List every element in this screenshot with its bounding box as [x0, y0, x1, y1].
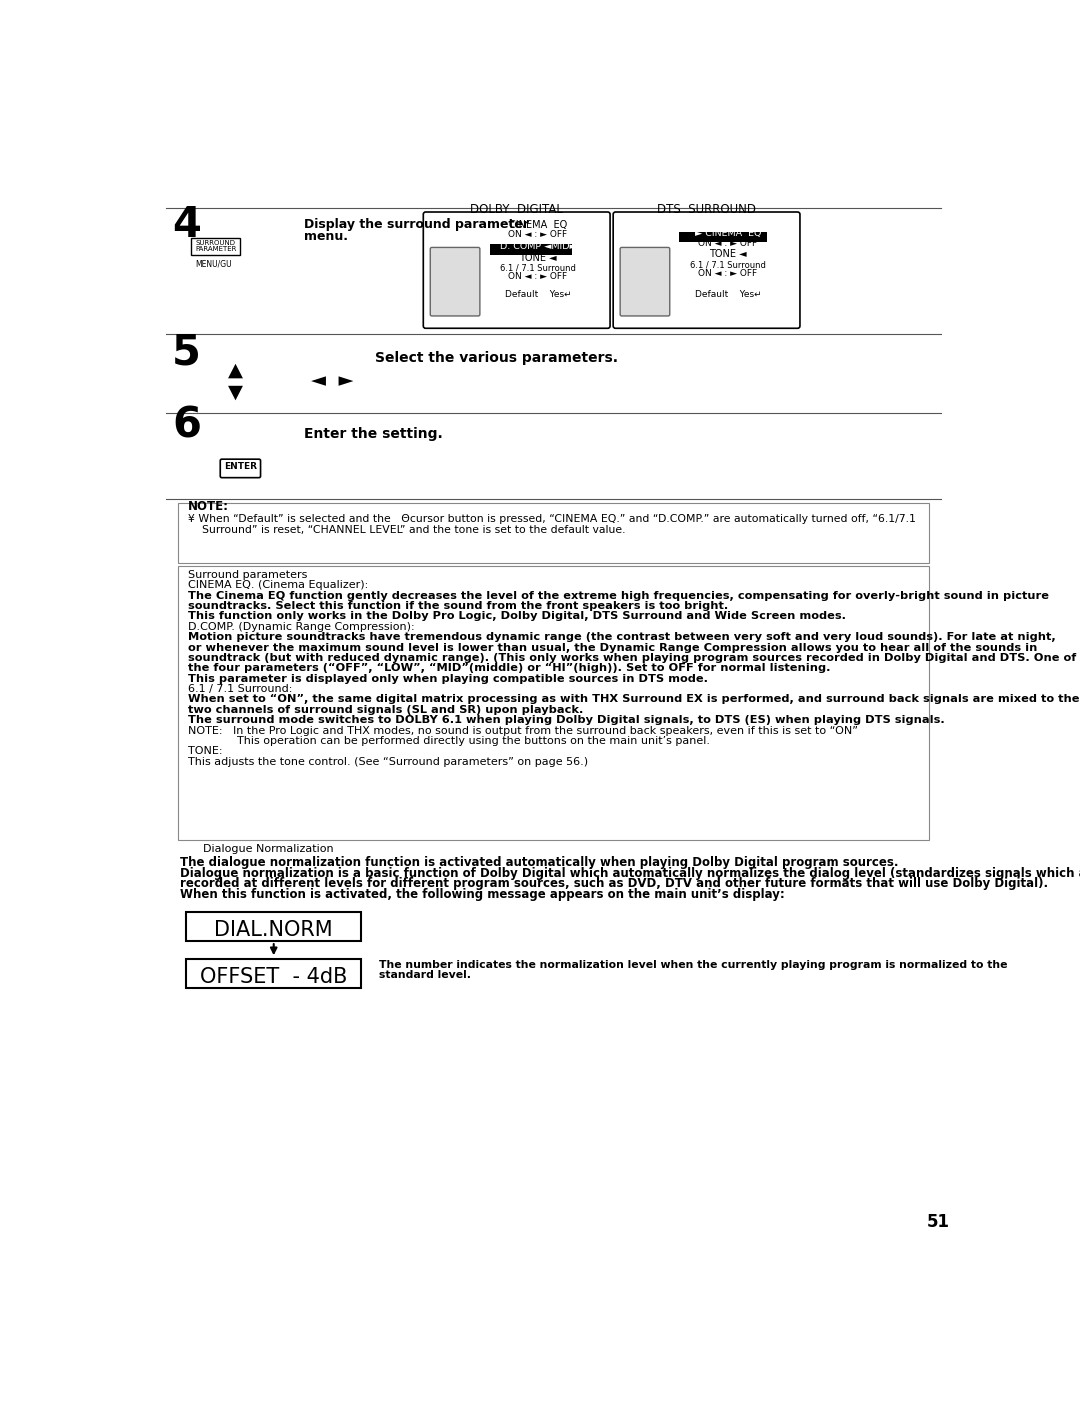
Text: soundtrack (but with reduced dynamic range). (This only works when playing progr: soundtrack (but with reduced dynamic ran… [188, 653, 1076, 663]
Text: ON ◄ : ► OFF: ON ◄ : ► OFF [699, 269, 757, 277]
FancyBboxPatch shape [220, 460, 260, 478]
Text: Surround” is reset, “CHANNEL LEVEL” and the tone is set to the default value.: Surround” is reset, “CHANNEL LEVEL” and … [188, 525, 625, 535]
Text: menu.: menu. [303, 230, 348, 242]
Text: 6.1 / 7.1 Surround: 6.1 / 7.1 Surround [500, 263, 576, 273]
Text: 6.1 / 7.1 Surround: 6.1 / 7.1 Surround [690, 261, 766, 269]
Text: ► CINEMA  EQ: ► CINEMA EQ [694, 228, 761, 238]
Text: ENTER: ENTER [224, 462, 257, 471]
Text: 5: 5 [172, 332, 201, 374]
FancyBboxPatch shape [430, 248, 480, 317]
Text: TONE ◄: TONE ◄ [710, 249, 746, 259]
Text: When this function is activated, the following message appears on the main unit’: When this function is activated, the fol… [180, 888, 785, 901]
Text: standard level.: standard level. [379, 969, 471, 981]
Text: D. COMP ◄MID►: D. COMP ◄MID► [500, 242, 577, 251]
Text: NOTE:   In the Pro Logic and THX modes, no sound is output from the surround bac: NOTE: In the Pro Logic and THX modes, no… [188, 726, 858, 736]
Text: ▼: ▼ [228, 382, 243, 402]
Text: Motion picture soundtracks have tremendous dynamic range (the contrast between v: Motion picture soundtracks have tremendo… [188, 632, 1055, 642]
FancyBboxPatch shape [186, 958, 362, 988]
FancyBboxPatch shape [186, 912, 362, 941]
Text: recorded at different levels for different program sources, such as DVD, DTV and: recorded at different levels for differe… [180, 877, 1048, 890]
Text: Default    Yes↵: Default Yes↵ [694, 290, 761, 300]
Text: TONE ◄: TONE ◄ [519, 252, 557, 262]
Text: D.COMP. (Dynamic Range Compression):: D.COMP. (Dynamic Range Compression): [188, 622, 415, 632]
FancyBboxPatch shape [620, 248, 670, 317]
Text: Surround parameters: Surround parameters [188, 570, 307, 580]
FancyBboxPatch shape [679, 231, 767, 242]
Text: Default    Yes↵: Default Yes↵ [504, 290, 571, 300]
Text: ON ◄ : ► OFF: ON ◄ : ► OFF [699, 240, 757, 248]
Text: DIAL.NORM: DIAL.NORM [215, 920, 333, 940]
Text: CINEMA  EQ: CINEMA EQ [509, 220, 567, 230]
Text: two channels of surround signals (SL and SR) upon playback.: two channels of surround signals (SL and… [188, 705, 583, 715]
Text: TONE:: TONE: [188, 747, 222, 757]
Text: CINEMA EQ. (Cinema Equalizer):: CINEMA EQ. (Cinema Equalizer): [188, 580, 368, 590]
FancyBboxPatch shape [177, 566, 930, 841]
Text: 6: 6 [172, 405, 201, 447]
Text: OFFSET  - 4dB: OFFSET - 4dB [200, 967, 348, 988]
Text: This operation can be performed directly using the buttons on the main unit’s pa: This operation can be performed directly… [188, 736, 710, 747]
Text: ▲: ▲ [228, 361, 243, 380]
Text: The Cinema EQ function gently decreases the level of the extreme high frequencie: The Cinema EQ function gently decreases … [188, 591, 1049, 601]
Text: The dialogue normalization function is activated automatically when playing Dolb: The dialogue normalization function is a… [180, 856, 899, 869]
Text: The number indicates the normalization level when the currently playing program : The number indicates the normalization l… [379, 960, 1008, 969]
FancyBboxPatch shape [613, 212, 800, 328]
Text: ON ◄ : ► OFF: ON ◄ : ► OFF [509, 230, 568, 240]
FancyBboxPatch shape [489, 244, 571, 255]
Text: SURROUND: SURROUND [195, 240, 235, 247]
Text: soundtracks. Select this function if the sound from the front speakers is too br: soundtracks. Select this function if the… [188, 601, 728, 611]
Text: This adjusts the tone control. (See “Surround parameters” on page 56.): This adjusts the tone control. (See “Sur… [188, 757, 588, 766]
FancyBboxPatch shape [177, 503, 930, 563]
Text: Dialogue normalization is a basic function of Dolby Digital which automatically : Dialogue normalization is a basic functi… [180, 867, 1080, 880]
FancyBboxPatch shape [191, 238, 241, 255]
Text: The surround mode switches to DOLBY 6.1 when playing Dolby Digital signals, to D: The surround mode switches to DOLBY 6.1 … [188, 716, 944, 726]
Text: 4: 4 [172, 205, 201, 247]
Text: DOLBY  DIGITAL: DOLBY DIGITAL [470, 203, 563, 216]
Text: Dialogue Normalization: Dialogue Normalization [203, 843, 334, 853]
Text: ON ◄ : ► OFF: ON ◄ : ► OFF [509, 272, 568, 282]
Text: 6.1 / 7.1 Surround:: 6.1 / 7.1 Surround: [188, 684, 292, 693]
Text: Enter the setting.: Enter the setting. [303, 427, 443, 441]
Text: This parameter is displayed only when playing compatible sources in DTS mode.: This parameter is displayed only when pl… [188, 674, 707, 684]
Text: the four parameters (“OFF”, “LOW”, “MID”(middle) or “HI”(high)). Set to OFF for : the four parameters (“OFF”, “LOW”, “MID”… [188, 663, 831, 674]
Text: DTS  SURROUND: DTS SURROUND [657, 203, 756, 216]
Text: This function only works in the Dolby Pro Logic, Dolby Digital, DTS Surround and: This function only works in the Dolby Pr… [188, 611, 846, 621]
Text: ◄  ►: ◄ ► [311, 371, 354, 389]
Text: PARAMETER: PARAMETER [194, 247, 237, 252]
Text: When set to “ON”, the same digital matrix processing as with THX Surround EX is : When set to “ON”, the same digital matri… [188, 695, 1079, 705]
Text: ¥ When “Default” is selected and the   Θcursor button is pressed, “CINEMA EQ.” a: ¥ When “Default” is selected and the Θcu… [188, 514, 916, 524]
FancyBboxPatch shape [423, 212, 610, 328]
Text: 51: 51 [927, 1213, 950, 1231]
Text: Display the surround parameter: Display the surround parameter [303, 219, 529, 231]
Text: Select the various parameters.: Select the various parameters. [375, 352, 618, 366]
Text: MENU/GU: MENU/GU [195, 259, 232, 269]
Text: NOTE:: NOTE: [188, 500, 229, 513]
Text: or whenever the maximum sound level is lower than usual, the Dynamic Range Compr: or whenever the maximum sound level is l… [188, 643, 1037, 653]
